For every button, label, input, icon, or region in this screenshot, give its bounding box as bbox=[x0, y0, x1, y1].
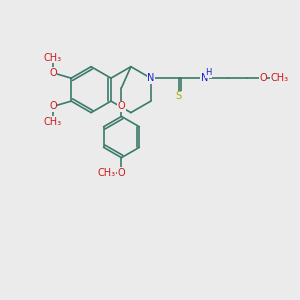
Text: CH₃: CH₃ bbox=[44, 52, 62, 62]
Text: O: O bbox=[259, 73, 267, 83]
Text: N: N bbox=[147, 73, 154, 83]
Text: O: O bbox=[49, 68, 57, 78]
Text: CH₃: CH₃ bbox=[44, 117, 62, 127]
Text: CH₃: CH₃ bbox=[97, 168, 115, 178]
Text: H: H bbox=[206, 68, 212, 77]
Text: S: S bbox=[176, 92, 182, 101]
Text: N: N bbox=[201, 73, 208, 83]
Text: O: O bbox=[49, 101, 57, 111]
Text: CH₃: CH₃ bbox=[271, 73, 289, 83]
Text: O: O bbox=[118, 168, 125, 178]
Text: O: O bbox=[118, 101, 125, 111]
